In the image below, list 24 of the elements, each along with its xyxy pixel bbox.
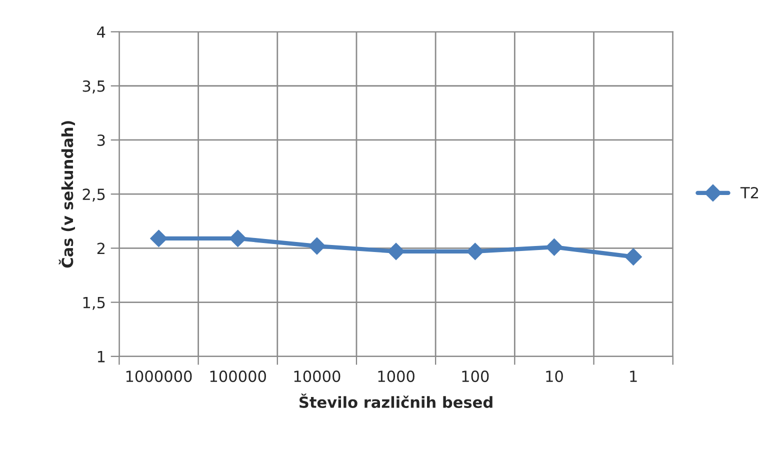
y-tick-label: 3 xyxy=(97,134,105,146)
x-tick-label: 1000000 xyxy=(126,370,192,382)
x-tick-label: 100 xyxy=(462,370,489,382)
y-tick-label: 2,5 xyxy=(82,188,105,202)
legend-label: T2 xyxy=(740,186,758,198)
y-tick-label: 4 xyxy=(97,26,106,38)
point xyxy=(546,238,563,256)
point xyxy=(229,230,246,247)
x-tick-label: 1000 xyxy=(378,370,414,382)
x-tick-label: 10000 xyxy=(294,370,340,382)
point xyxy=(466,242,484,260)
y-axis-title: Čas (v sekundah) xyxy=(58,121,75,268)
y-tick-label: 3,5 xyxy=(82,80,105,94)
point xyxy=(150,230,168,247)
x-axis-title: Število različnih besed xyxy=(300,394,492,408)
point xyxy=(624,248,642,266)
y-tick-label: 1 xyxy=(98,351,105,362)
x-tick-label: 10 xyxy=(546,370,563,382)
point xyxy=(308,237,326,255)
x-tick-label: 100000 xyxy=(210,370,266,382)
x-tick-label: 1 xyxy=(630,370,637,382)
point xyxy=(387,242,405,260)
y-tick-label: 2 xyxy=(97,242,104,254)
y-tick-label: 1,5 xyxy=(83,296,105,310)
